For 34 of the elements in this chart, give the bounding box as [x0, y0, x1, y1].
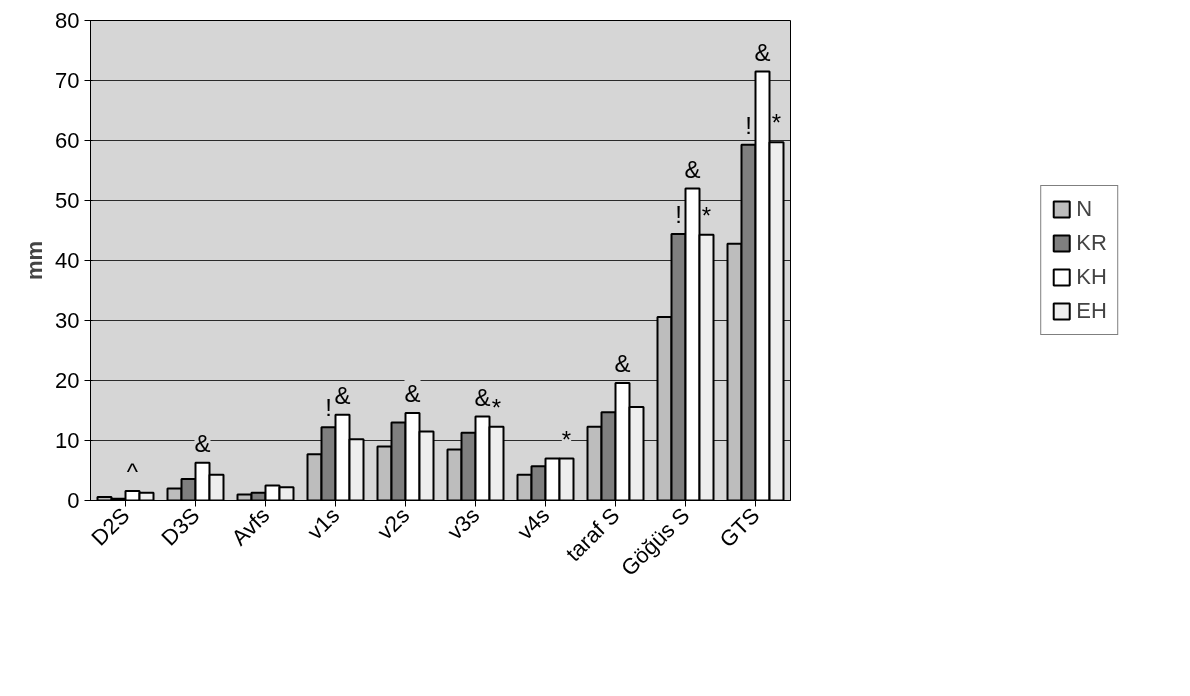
y-tick-label: 40 [55, 248, 80, 273]
annotation: * [491, 393, 502, 421]
annotation: ! [745, 111, 752, 139]
annotation: & [684, 155, 701, 183]
y-tick-label: 30 [55, 308, 80, 333]
x-tick-label: v4s [512, 502, 555, 545]
legend-label: KH [1076, 264, 1107, 290]
annotation: & [614, 349, 631, 377]
x-tick-label: v3s [442, 502, 485, 545]
annotation: ! [325, 394, 332, 422]
y-tick-label: 50 [55, 188, 80, 213]
y-axis-title: mm [22, 240, 48, 281]
y-tick-label: 20 [55, 368, 80, 393]
annotation: ^ [126, 457, 139, 485]
annotation: ! [675, 201, 682, 229]
legend-label: KR [1076, 230, 1107, 256]
annotation: * [561, 425, 572, 453]
annotation: * [771, 109, 782, 137]
annotation: * [701, 201, 712, 229]
annotation: & [334, 381, 351, 409]
y-tick-label: 10 [55, 428, 80, 453]
annotation: & [474, 383, 491, 411]
x-tick-label: v1s [302, 502, 345, 545]
x-tick-label: v2s [372, 502, 415, 545]
legend-label: EH [1076, 298, 1107, 324]
annotation: & [404, 379, 421, 407]
annotation: & [754, 38, 771, 66]
y-tick-label: 80 [55, 8, 80, 33]
legend-label: N [1076, 196, 1094, 222]
y-tick-label: 60 [55, 128, 80, 153]
annotation: & [194, 429, 211, 457]
y-tick-label: 0 [67, 488, 80, 513]
x-tick-label: Avfs [226, 502, 275, 551]
y-tick-label: 70 [55, 68, 80, 93]
